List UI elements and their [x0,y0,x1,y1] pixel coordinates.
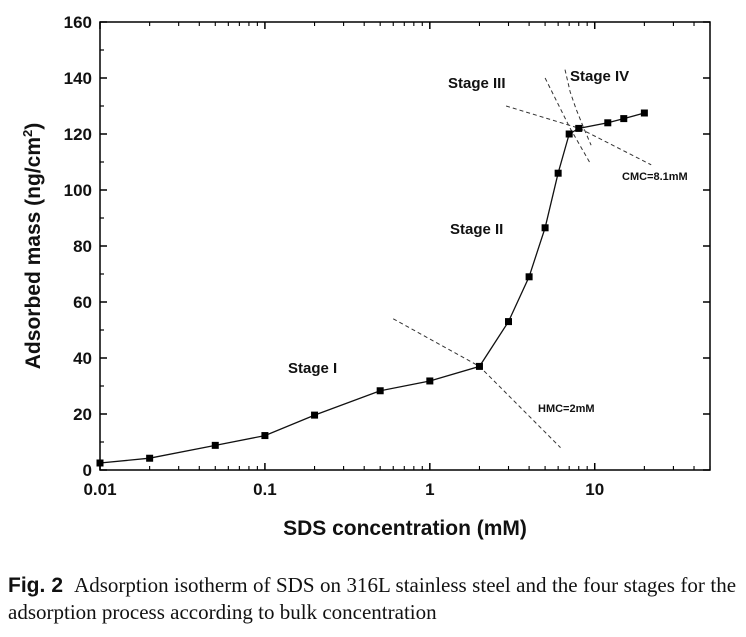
data-point [261,432,269,440]
y-axis-title: Adsorbed mass (ng/cm2) [20,123,45,369]
x-axis-title: SDS concentration (mM) [283,517,527,540]
x-tick-label: 10 [585,480,604,499]
data-point [541,224,549,232]
stage-iii-iv-boundary [564,69,592,146]
data-point [146,454,154,462]
y-tick-label: 40 [73,349,92,368]
x-tick-label: 0.01 [83,480,116,499]
data-point [620,115,628,123]
caption-text: Adsorption isotherm of SDS on 316L stain… [8,573,737,624]
data-point [311,411,319,419]
adsorption-isotherm-chart: 0 20 40 60 80 100 120 140 160 0.01 0.1 1 10 Stage I… [20,13,711,540]
data-point [575,124,583,132]
y-tick-label: 80 [73,237,92,256]
data-point [640,109,648,117]
stage-iv-label: Stage IV [570,68,629,85]
y-axis-title-superscript: 2 [20,130,35,137]
hmc-annotation: HMC=2mM [538,403,595,415]
data-markers [96,109,648,467]
data-point [554,169,562,177]
x-tick-label: 1 [425,480,434,499]
plot-frame [99,21,711,471]
data-point [505,318,513,326]
data-point [525,273,533,281]
y-axis-ticks: 0 20 40 60 80 100 120 140 160 [64,13,710,480]
figure-caption: Fig. 2 Adsorption isotherm of SDS on 316… [8,572,736,626]
data-point [426,377,434,385]
data-point [211,441,219,449]
data-point [376,387,384,395]
x-axis-ticks: 0.01 0.1 1 10 [83,22,711,499]
x-tick-label: 0.1 [253,480,277,499]
data-point [604,119,612,127]
stage-i-label: Stage I [288,360,337,377]
stage-ii-label: Stage II [450,221,503,238]
stage-guide-lines [392,69,652,448]
data-point [475,362,483,370]
y-axis-title-end: ) [22,123,45,130]
stage-ii-iii-boundary [544,77,590,163]
y-tick-label: 160 [64,13,92,32]
y-tick-label: 100 [64,181,92,200]
y-tick-label: 20 [73,405,92,424]
caption-label: Fig. 2 [8,574,64,597]
y-axis-title-main: Adsorbed mass (ng/cm [22,137,45,369]
data-point [96,459,104,467]
y-tick-label: 140 [64,69,92,88]
y-tick-label: 60 [73,293,92,312]
cmc-annotation: CMC=8.1mM [622,171,688,183]
y-tick-label: 0 [83,461,92,480]
y-tick-label: 120 [64,125,92,144]
stage-iii-label: Stage III [448,75,506,92]
data-point [565,130,573,138]
cmc-guide-line [505,105,652,166]
